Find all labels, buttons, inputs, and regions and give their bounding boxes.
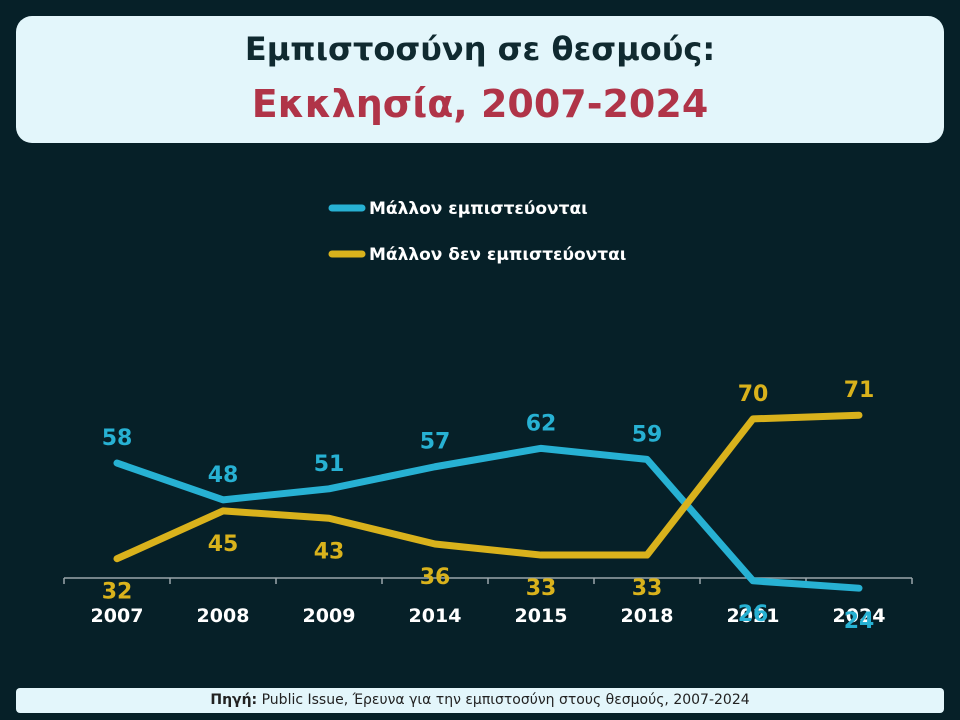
data-label: 45	[208, 532, 239, 557]
x-tick-label: 2021	[727, 605, 780, 627]
data-label: 48	[208, 463, 239, 488]
data-label: 26	[738, 602, 769, 627]
data-label: 43	[314, 539, 345, 564]
x-tick-label: 2015	[515, 605, 568, 627]
x-tick-label: 2018	[621, 605, 674, 627]
data-label: 51	[314, 452, 345, 477]
data-label: 32	[102, 580, 133, 605]
legend-label-0: Μάλλον εμπιστεύονται	[369, 199, 588, 219]
chart-subtitle: Εκκλησία, 2007-2024	[251, 82, 709, 126]
data-label: 57	[420, 430, 451, 455]
data-label: 24	[844, 609, 875, 634]
data-label: 70	[738, 382, 769, 407]
title-box: Εμπιστοσύνη σε θεσμούς: Εκκλησία, 2007-2…	[16, 16, 944, 143]
data-label: 36	[420, 565, 451, 590]
legend-label-1: Μάλλον δεν εμπιστεύονται	[369, 245, 626, 265]
data-label: 71	[844, 378, 875, 403]
source-label: Πηγή:	[210, 692, 258, 708]
x-tick-label: 2024	[833, 605, 886, 627]
data-label: 59	[632, 422, 663, 447]
x-tick-label: 2014	[409, 605, 462, 627]
x-tick-label: 2008	[197, 605, 250, 627]
data-label: 58	[102, 426, 133, 451]
series-line-0	[113, 444, 863, 592]
line-chart: Μάλλον εμπιστεύονται Μάλλον δεν εμπιστεύο…	[63, 199, 913, 634]
data-label: 33	[632, 576, 663, 601]
series-line-1	[113, 411, 863, 563]
x-tick-label: 2007	[91, 605, 144, 627]
source-note: Πηγή: Public Issue, Έρευνα για την εμπισ…	[16, 688, 944, 713]
data-label: 33	[526, 576, 557, 601]
data-label: 62	[526, 411, 557, 436]
x-tick-label: 2009	[303, 605, 356, 627]
source-text: Public Issue, Έρευνα για την εμπιστοσύνη…	[261, 692, 750, 708]
chart-title: Εμπιστοσύνη σε θεσμούς:	[244, 30, 716, 68]
